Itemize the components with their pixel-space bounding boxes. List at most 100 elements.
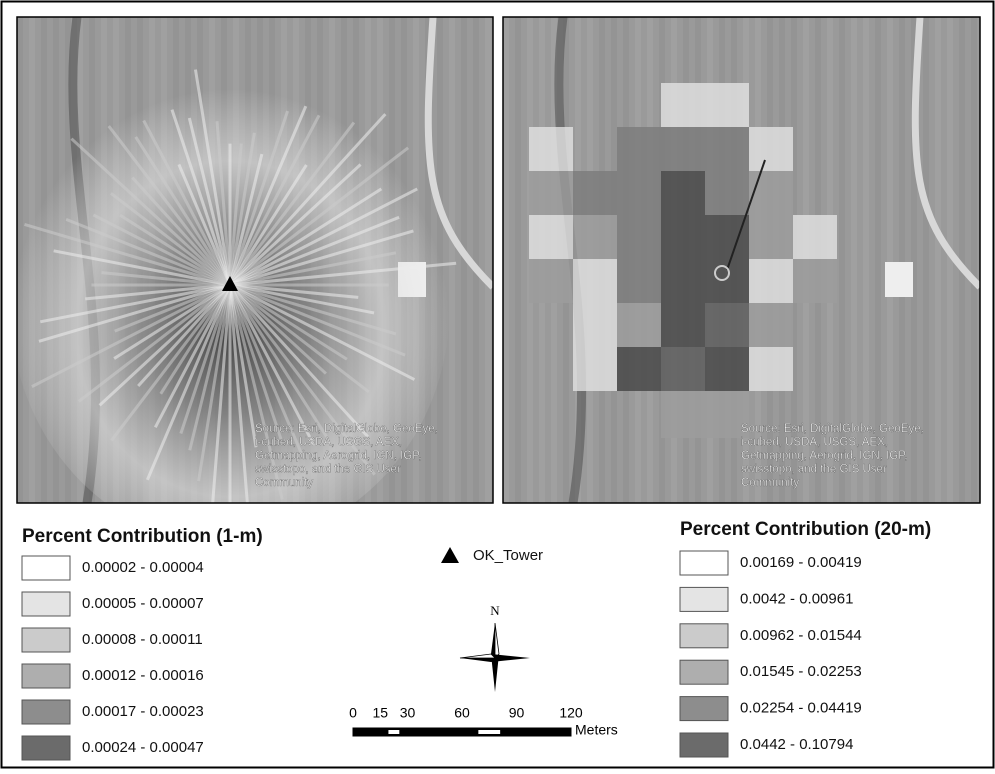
grid-cell [573, 347, 617, 391]
imagery [10, 17, 493, 545]
grid-cell [573, 171, 617, 215]
scale-unit: Meters [575, 722, 618, 738]
scale-segment [478, 730, 500, 734]
attribution: i-cubed, USDA, USGS, AEX, [741, 437, 888, 449]
legend-label: 0.00005 - 0.00007 [82, 595, 204, 612]
legend-swatch [22, 664, 70, 688]
grid-cell [749, 171, 793, 215]
legend-swatch [22, 592, 70, 616]
legend-label: 0.00962 - 0.01544 [740, 627, 862, 644]
legend-swatch [680, 587, 728, 611]
grid-cell [529, 127, 573, 171]
legend-swatch [680, 697, 728, 721]
grid-cell [617, 171, 661, 215]
grid-cell [661, 303, 705, 347]
attribution: Getmapping, Aerogrid, IGN, IGP, [741, 450, 908, 462]
grid-cell [749, 127, 793, 171]
legend-label: 0.00169 - 0.00419 [740, 554, 862, 571]
field-stripe [473, 17, 479, 503]
grid-cell [793, 215, 837, 259]
scale-tick-label: 0 [349, 705, 357, 721]
legend-swatch [680, 551, 728, 575]
legend-label: 0.0042 - 0.00961 [740, 590, 853, 607]
grid-cell [661, 83, 705, 127]
grid-cell [705, 215, 749, 259]
north-label: N [490, 603, 500, 618]
grid-cell [705, 303, 749, 347]
scale-segment [388, 730, 399, 734]
grid-cell [705, 347, 749, 391]
legend-title: Percent Contribution (1-m) [22, 526, 263, 547]
scale-tick-label: 15 [372, 705, 388, 721]
attribution: Getmapping, Aerogrid, IGN, IGP, [255, 450, 422, 462]
map-panel: Source: Esri, DigitalGlobe, GeoEye, i-cub… [10, 17, 493, 545]
legend-title: Percent Contribution (20-m) [680, 519, 931, 540]
legend-label: 0.00008 - 0.00011 [82, 631, 203, 648]
field-stripe [515, 17, 521, 503]
scale-segment [361, 730, 372, 734]
legend-label: 0.00002 - 0.00004 [82, 559, 204, 576]
legend-swatch [22, 556, 70, 580]
scale-tick-label: 90 [509, 705, 525, 721]
legend-label: 0.00024 - 0.00047 [82, 739, 204, 756]
field-stripe [923, 17, 929, 503]
grid-cell [617, 215, 661, 259]
pad [885, 262, 913, 297]
grid-cell [705, 171, 749, 215]
grid-cell [529, 215, 573, 259]
grid-cell [705, 83, 749, 127]
field-stripe [971, 17, 977, 503]
attribution: i-cubed, USDA, USGS, AEX, [255, 437, 402, 449]
grid-cell [661, 127, 705, 171]
page: Source: Esri, DigitalGlobe, GeoEye, i-cub… [0, 0, 995, 774]
legend-swatch [22, 700, 70, 724]
legend-swatch [680, 733, 728, 757]
legend-swatch [680, 660, 728, 684]
legend-label: 0.0442 - 0.10794 [740, 736, 853, 753]
grid-cell [617, 259, 661, 303]
grid-cell [749, 259, 793, 303]
scale-segment [533, 730, 555, 734]
legend-swatch [22, 628, 70, 652]
grid-cell [617, 303, 661, 347]
attribution: swisstopo, and the GIS User [255, 464, 401, 476]
attribution: Source: Esri, DigitalGlobe, GeoEye, [741, 423, 924, 435]
map-panel: Source: Esri, DigitalGlobe, GeoEye, i-cub… [503, 17, 980, 503]
grid-cell [749, 303, 793, 347]
grid-cell [573, 215, 617, 259]
figure: Source: Esri, DigitalGlobe, GeoEye, i-cub… [0, 0, 995, 769]
field-stripe [503, 17, 509, 503]
grid-cell [661, 259, 705, 303]
grid-cell [529, 259, 573, 303]
scale-segment [424, 730, 446, 734]
field-stripe [485, 17, 491, 503]
grid-cell [749, 347, 793, 391]
grid-cell [793, 259, 837, 303]
attribution: Community [741, 477, 799, 489]
grid-cell [617, 347, 661, 391]
attribution: Source: Esri, DigitalGlobe, GeoEye, [255, 423, 438, 435]
grid-cell [705, 259, 749, 303]
scale-tick-label: 120 [559, 705, 583, 721]
attribution: swisstopo, and the GIS User [741, 464, 887, 476]
field-stripe [935, 17, 941, 503]
grid-cell [661, 391, 705, 438]
grid-cell [705, 127, 749, 171]
grid-cell [529, 171, 573, 215]
grid-cell [661, 347, 705, 391]
grid-cell [617, 127, 661, 171]
legend-swatch [680, 624, 728, 648]
legend-label: 0.00012 - 0.00016 [82, 667, 204, 684]
grid-cell [573, 259, 617, 303]
legend-label: 0.02254 - 0.04419 [740, 700, 862, 717]
tower-label: OK_Tower [473, 547, 543, 564]
grid-cell [573, 303, 617, 347]
grid-cell [661, 171, 705, 215]
grid-cell [749, 215, 793, 259]
legend-label: 0.01545 - 0.02253 [740, 663, 862, 680]
grid-cell [661, 215, 705, 259]
field-stripe [449, 17, 455, 503]
legend-swatch [22, 736, 70, 760]
scale-tick-label: 30 [400, 705, 416, 721]
scale-tick-label: 60 [454, 705, 470, 721]
